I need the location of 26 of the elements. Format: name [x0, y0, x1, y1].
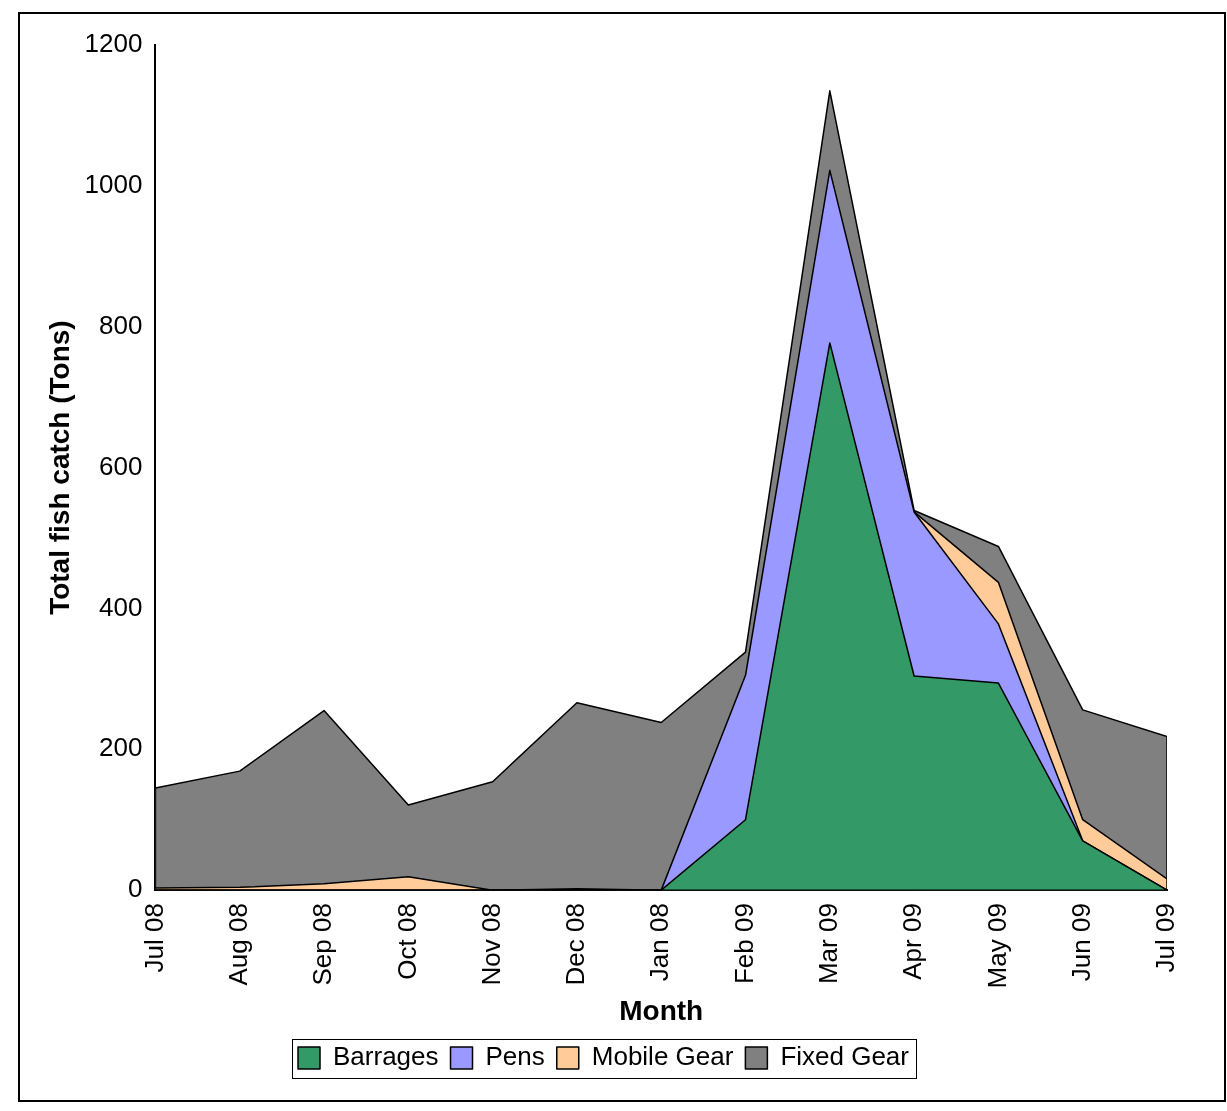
x-tick-label: Jul 09	[1150, 903, 1181, 973]
x-tick-label: Jan 08	[644, 903, 675, 982]
x-tick-label: Dec 08	[560, 903, 591, 986]
legend-label: Barrages	[333, 1041, 439, 1072]
x-axis-title: Month	[619, 994, 704, 1026]
y-tick-label: 200	[99, 732, 143, 763]
x-tick-label: Nov 08	[475, 903, 506, 986]
y-tick-label: 800	[99, 309, 143, 340]
y-tick-label: 0	[127, 873, 143, 904]
y-tick-label: 1200	[84, 28, 143, 59]
x-tick-label: Apr 09	[897, 903, 928, 980]
x-tick-label: Mar 09	[812, 903, 843, 985]
x-tick-label: Feb 09	[728, 903, 759, 985]
y-tick-label: 400	[99, 591, 143, 622]
legend-label: Mobile Gear	[591, 1041, 734, 1072]
y-tick-label: 600	[99, 450, 143, 481]
x-tick-label: Oct 08	[391, 903, 422, 980]
x-tick-label: Aug 08	[222, 903, 253, 986]
x-tick-label: Sep 08	[307, 903, 338, 986]
x-tick-label: Jul 08	[138, 903, 169, 973]
y-tick-label: 1000	[84, 169, 143, 200]
legend-label: Pens	[485, 1041, 545, 1072]
y-axis-title: Total fish catch (Tons)	[43, 320, 75, 615]
x-tick-label: May 09	[981, 903, 1012, 989]
legend-label: Fixed Gear	[780, 1041, 910, 1072]
x-tick-label: Jun 09	[1065, 903, 1096, 982]
